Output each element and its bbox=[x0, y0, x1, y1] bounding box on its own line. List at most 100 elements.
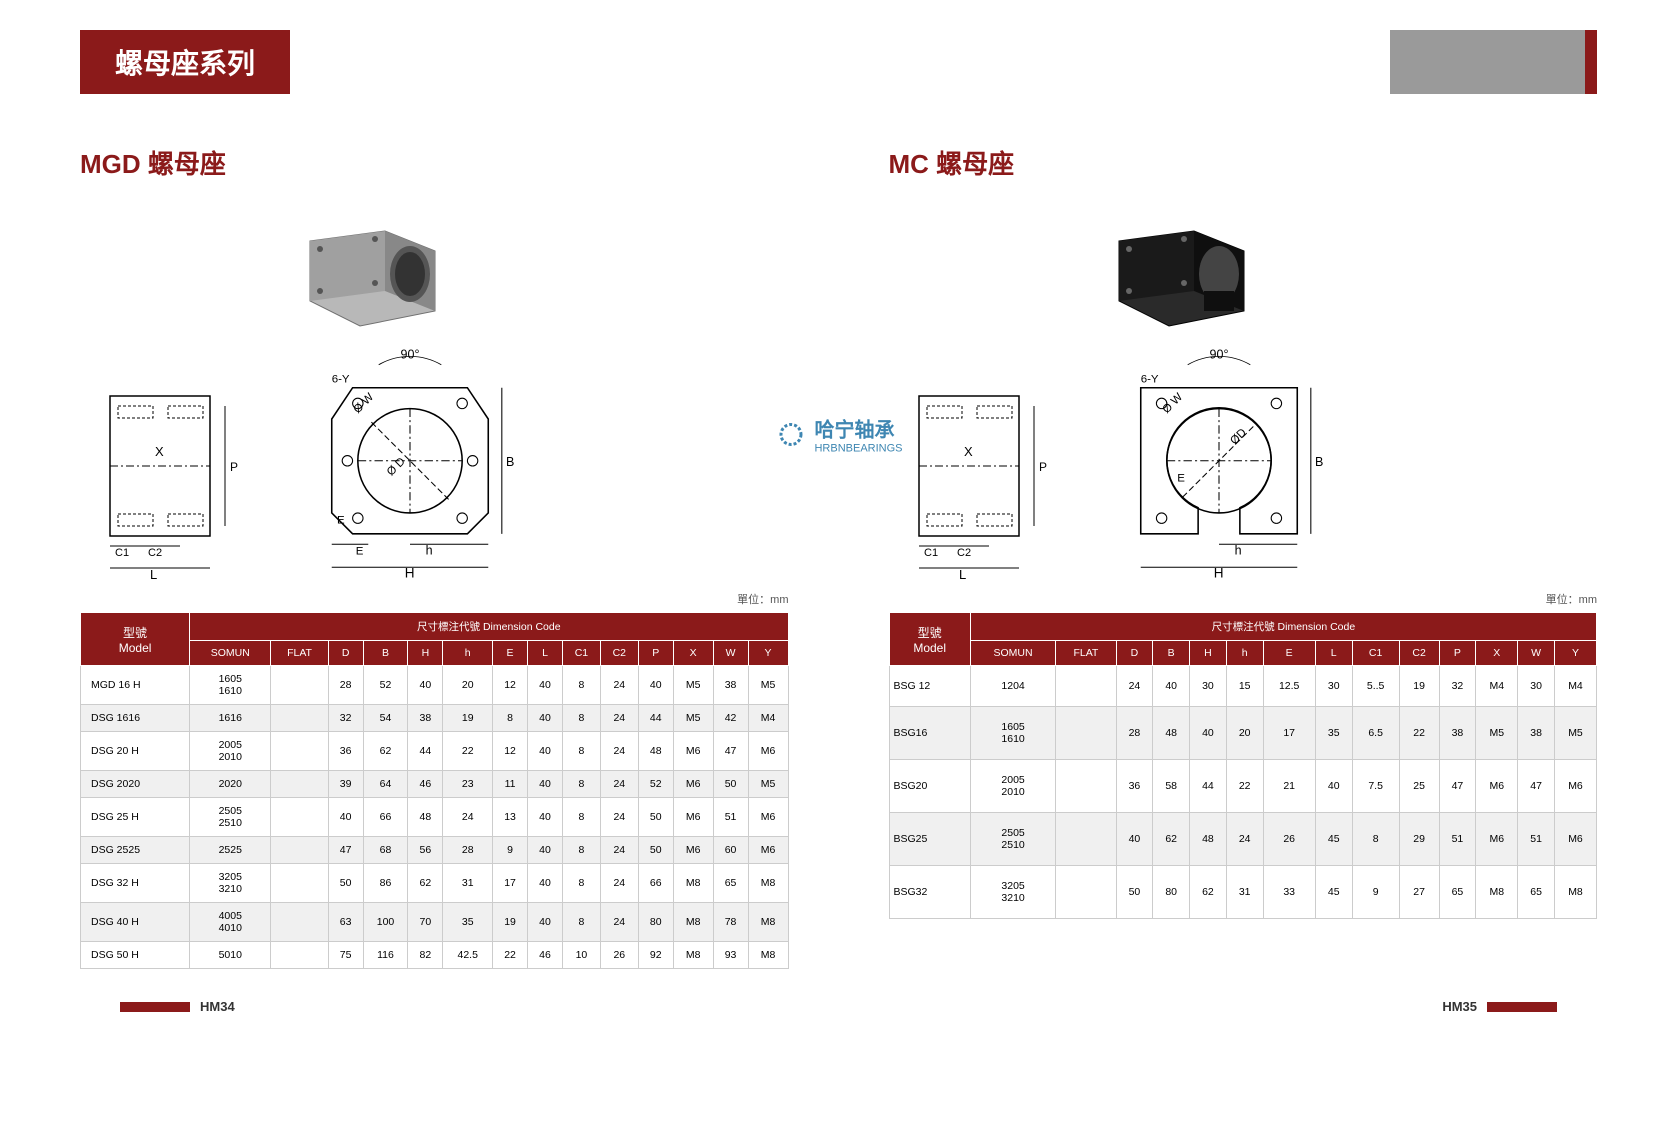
label-C2: C2 bbox=[148, 547, 162, 559]
col-h: h bbox=[1226, 641, 1263, 666]
table-row: DSG 20 H2005201036624422124082448M647M6 bbox=[81, 732, 789, 771]
model-cell: DSG 40 H bbox=[81, 903, 190, 942]
data-cell: 19 bbox=[443, 705, 493, 732]
label-h: h bbox=[1234, 544, 1241, 558]
data-cell: 13 bbox=[493, 798, 528, 837]
label-L: L bbox=[959, 567, 966, 582]
col-D: D bbox=[328, 641, 363, 666]
col-E: E bbox=[493, 641, 528, 666]
data-cell: 29 bbox=[1399, 813, 1439, 866]
data-cell: 16051610 bbox=[970, 707, 1055, 760]
col-C2: C2 bbox=[1399, 641, 1439, 666]
data-cell: M6 bbox=[1554, 760, 1596, 813]
data-cell: 21 bbox=[1263, 760, 1315, 813]
data-cell: 32053210 bbox=[190, 864, 271, 903]
data-cell: 40 bbox=[408, 666, 443, 705]
mgd-front-diagram: 90° 6-Y Ø W Ø D B E E bbox=[300, 346, 520, 586]
data-cell: 78 bbox=[713, 903, 748, 942]
data-cell: 32 bbox=[1439, 666, 1476, 707]
data-cell: 47 bbox=[1518, 760, 1555, 813]
data-cell: 17 bbox=[1263, 707, 1315, 760]
data-cell: M6 bbox=[748, 732, 788, 771]
label-X: X bbox=[964, 444, 973, 459]
data-cell: M8 bbox=[748, 942, 788, 969]
data-cell: 66 bbox=[363, 798, 408, 837]
data-cell bbox=[1056, 666, 1116, 707]
col-P: P bbox=[638, 641, 673, 666]
col-FLAT: FLAT bbox=[271, 641, 328, 666]
data-cell: 51 bbox=[1439, 813, 1476, 866]
data-cell: 28 bbox=[1116, 707, 1153, 760]
data-cell: 40 bbox=[1116, 813, 1153, 866]
data-cell: M4 bbox=[1476, 666, 1518, 707]
footer-red-bar bbox=[120, 1002, 190, 1012]
col-H: H bbox=[1190, 641, 1227, 666]
data-cell: 6.5 bbox=[1352, 707, 1399, 760]
data-cell: 86 bbox=[363, 864, 408, 903]
data-cell bbox=[271, 732, 328, 771]
data-cell: M6 bbox=[1554, 813, 1596, 866]
data-cell: M5 bbox=[673, 666, 713, 705]
mgd-unit-label: 單位：mm bbox=[80, 591, 789, 607]
model-cell: DSG 2525 bbox=[81, 837, 190, 864]
header-red-end bbox=[1585, 30, 1597, 94]
footer-left: HM34 bbox=[120, 999, 235, 1014]
col-X: X bbox=[1476, 641, 1518, 666]
data-cell: 65 bbox=[1518, 866, 1555, 919]
data-cell: M5 bbox=[1476, 707, 1518, 760]
data-cell: 1204 bbox=[970, 666, 1055, 707]
data-cell: 8 bbox=[562, 771, 600, 798]
data-cell: 50 bbox=[1116, 866, 1153, 919]
data-cell: 48 bbox=[1153, 707, 1190, 760]
col-L: L bbox=[528, 641, 563, 666]
data-cell: 65 bbox=[1439, 866, 1476, 919]
table-row: BSG323205321050806231334592765M865M8 bbox=[889, 866, 1597, 919]
label-phiW: Ø W bbox=[1160, 391, 1185, 416]
catalog-page: 螺母座系列 MGD 螺母座 bbox=[0, 0, 1677, 1034]
data-cell: 24 bbox=[600, 837, 638, 864]
col-E: E bbox=[1263, 641, 1315, 666]
col-W: W bbox=[713, 641, 748, 666]
data-cell: 12 bbox=[493, 666, 528, 705]
data-cell: 47 bbox=[328, 837, 363, 864]
data-cell: 36 bbox=[328, 732, 363, 771]
data-cell: 116 bbox=[363, 942, 408, 969]
data-cell: M6 bbox=[1476, 813, 1518, 866]
mc-diagrams: X P C1 C2 L 90° 6-Y bbox=[889, 346, 1598, 586]
data-cell: M5 bbox=[748, 666, 788, 705]
data-cell bbox=[271, 666, 328, 705]
data-cell: 40 bbox=[528, 732, 563, 771]
label-E: E bbox=[337, 514, 345, 526]
mgd-product-icon bbox=[290, 206, 450, 336]
data-cell: M8 bbox=[1554, 866, 1596, 919]
col-P: P bbox=[1439, 641, 1476, 666]
data-cell: 1616 bbox=[190, 705, 271, 732]
page-footer: HM34 HM35 bbox=[80, 999, 1597, 1014]
data-cell: 22 bbox=[493, 942, 528, 969]
data-cell: 40 bbox=[1315, 760, 1352, 813]
label-phiD: ØD bbox=[1228, 427, 1249, 448]
data-cell: 23 bbox=[443, 771, 493, 798]
model-cell: BSG20 bbox=[889, 760, 970, 813]
data-cell: M6 bbox=[748, 837, 788, 864]
page-header: 螺母座系列 bbox=[80, 30, 1597, 94]
data-cell: 35 bbox=[1315, 707, 1352, 760]
data-cell bbox=[271, 771, 328, 798]
data-cell: 31 bbox=[1226, 866, 1263, 919]
data-cell: 25052510 bbox=[970, 813, 1055, 866]
data-cell: 45 bbox=[1315, 866, 1352, 919]
data-cell: 26 bbox=[600, 942, 638, 969]
label-H: H bbox=[405, 566, 415, 581]
data-cell: 33 bbox=[1263, 866, 1315, 919]
data-cell: 20052010 bbox=[970, 760, 1055, 813]
data-cell: 5..5 bbox=[1352, 666, 1399, 707]
data-cell: M4 bbox=[748, 705, 788, 732]
data-cell: 40054010 bbox=[190, 903, 271, 942]
mgd-title: MGD 螺母座 bbox=[80, 144, 789, 181]
data-cell: 42 bbox=[713, 705, 748, 732]
data-cell bbox=[271, 864, 328, 903]
data-cell: 12.5 bbox=[1263, 666, 1315, 707]
model-cell: BSG25 bbox=[889, 813, 970, 866]
data-cell: 24 bbox=[600, 732, 638, 771]
data-cell bbox=[271, 837, 328, 864]
